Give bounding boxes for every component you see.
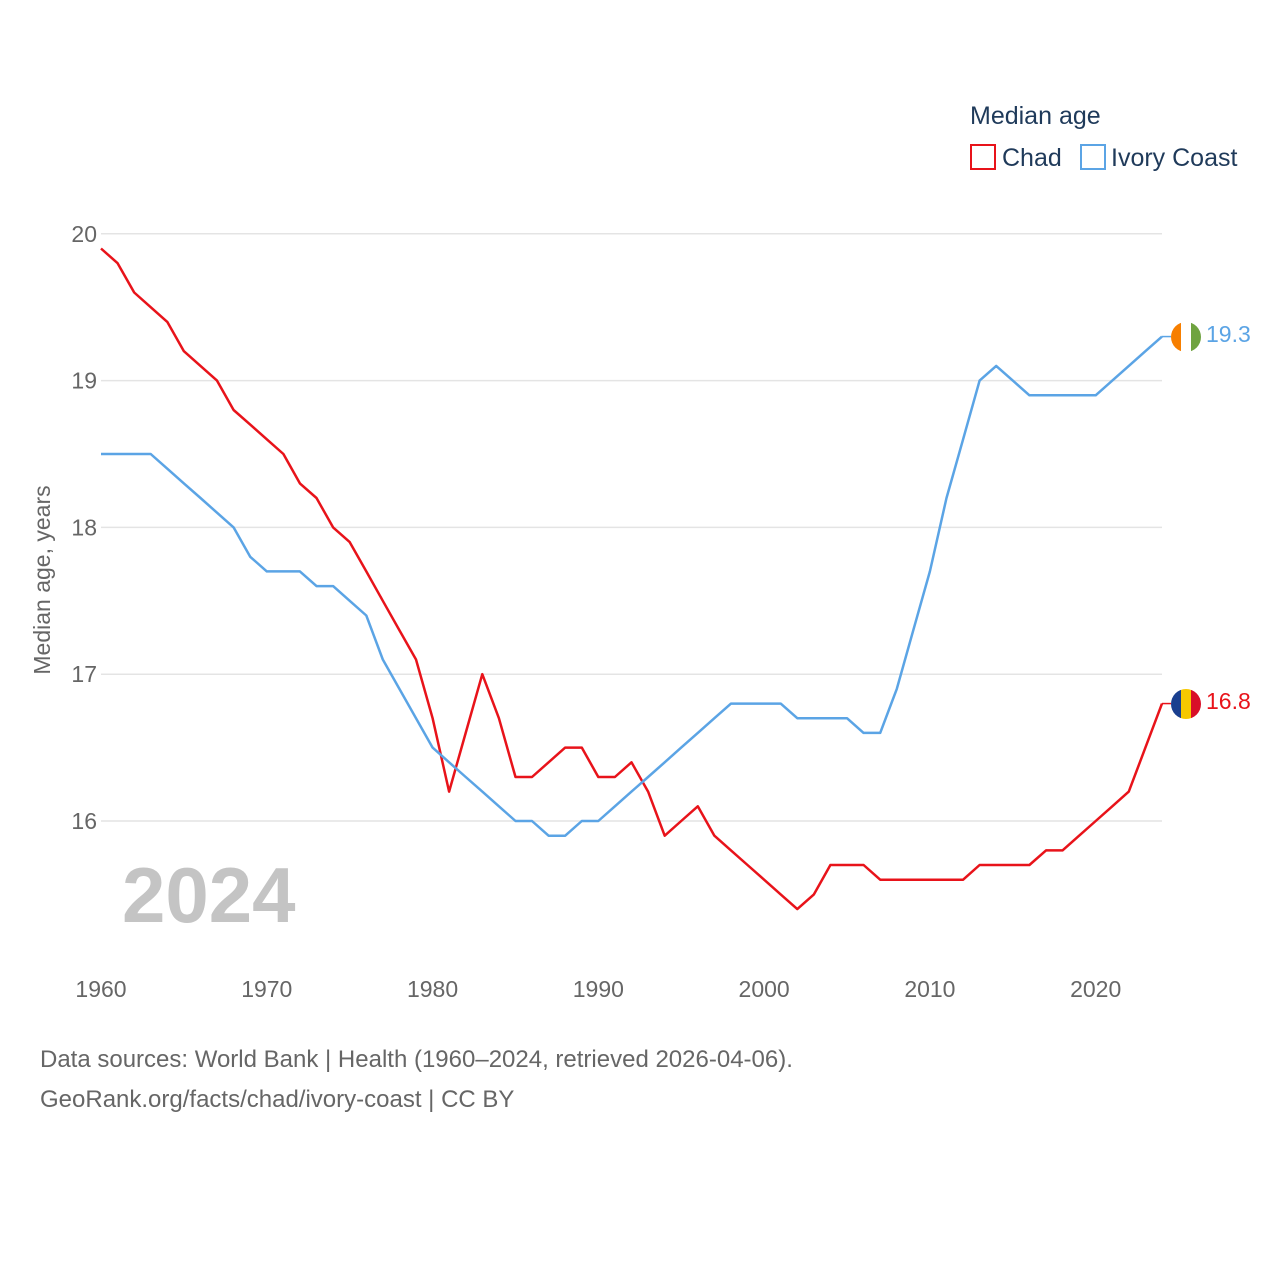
y-axis-title: Median age, years	[29, 485, 55, 674]
series-lines	[100, 247, 1171, 911]
series-line-ivory-coast	[101, 335, 1163, 837]
source-line: Data sources: World Bank | Health (1960–…	[40, 1046, 793, 1073]
chad-flag-icon	[1171, 689, 1201, 719]
ivory-coast-flag-icon	[1171, 322, 1201, 352]
x-tick-label: 2010	[904, 976, 955, 1002]
y-tick-label: 19	[71, 368, 97, 394]
legend-label-ivory-coast: Ivory Coast	[1111, 144, 1237, 172]
end-label-chad: 16.8	[1206, 688, 1251, 714]
source-footer: Data sources: World Bank | Health (1960–…	[40, 1040, 793, 1120]
gridlines	[101, 233, 1162, 822]
attribution-line: GeoRank.org/facts/chad/ivory-coast | CC …	[40, 1086, 515, 1113]
legend-title: Median age	[970, 102, 1101, 130]
y-tick-label: 17	[71, 661, 97, 687]
x-axis-ticks: 1960 1970 1980 1990 2000 2010 2020	[75, 976, 1121, 1002]
y-tick-label: 16	[71, 808, 97, 834]
x-tick-label: 1990	[573, 976, 624, 1002]
legend-item-chad[interactable]: Chad	[970, 144, 1062, 172]
x-tick-label: 1970	[241, 976, 292, 1002]
year-watermark: 2024	[122, 851, 296, 939]
legend-item-ivory-coast[interactable]: Ivory Coast	[1080, 144, 1237, 172]
y-tick-label: 18	[71, 514, 97, 540]
legend-swatch-ivory-coast	[1080, 144, 1106, 170]
legend-label-chad: Chad	[1002, 144, 1062, 172]
y-tick-label: 20	[71, 221, 97, 247]
end-label-ivory-coast: 19.3	[1206, 321, 1251, 347]
x-tick-label: 2020	[1070, 976, 1121, 1002]
x-tick-label: 1980	[407, 976, 458, 1002]
x-tick-label: 1960	[75, 976, 126, 1002]
x-tick-label: 2000	[739, 976, 790, 1002]
legend-swatch-chad	[970, 144, 996, 170]
y-axis-ticks: 16 17 18 19 20	[71, 221, 97, 834]
series-line-chad	[100, 247, 1164, 911]
line-chart: Median age Chad Ivory Coast 16 17 18 19 20 1…	[29, 102, 1251, 1002]
